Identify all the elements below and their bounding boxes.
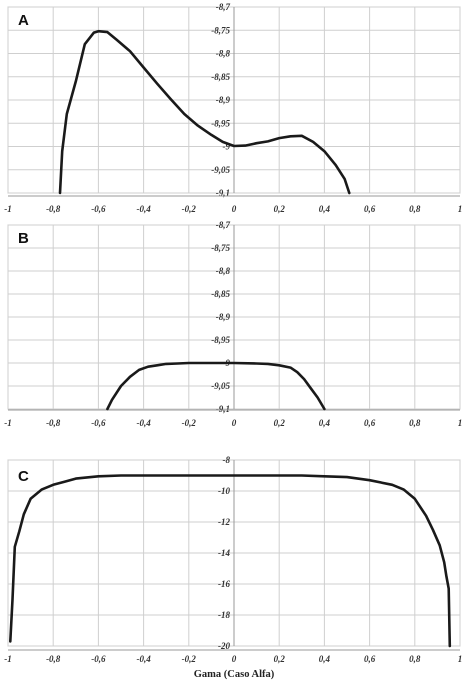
x-tick-label: 0,4 [319,418,331,428]
chart-panel-b: -8,7-8,75-8,8-8,85-8,9-8,95-9-9,05-9,1-1… [4,220,462,428]
x-tick-label: -0,2 [182,204,197,214]
y-tick-label: -8,9 [216,312,231,322]
y-tick-label: -8,8 [216,49,231,59]
y-tick-label: -14 [218,548,230,558]
x-tick-label: 0,8 [409,204,421,214]
x-tick-label: -0,8 [46,204,61,214]
y-tick-label: -10 [218,486,230,496]
chart-panel-c: -8 -10 -12 -14 -16 -18 -20 -1 -0,8 -0,6 -0,4 -0,2 0 0… [4,455,462,680]
x-tick-label: 0 [232,204,237,214]
x-tick-label: 0,6 [364,204,376,214]
x-tick-label: -0,6 [91,418,106,428]
panel-label: A [18,12,29,29]
y-tick-label: -20 [218,641,230,651]
x-tick-label: -1 [4,654,12,664]
x-tick-label: -0,2 [182,418,197,428]
x-tick-label: -0,4 [136,418,151,428]
y-tick-label: -8,7 [216,220,231,230]
y-tick-label: -8,85 [211,72,230,82]
y-tick-label: -9 [223,142,231,152]
panel-label: B [18,230,29,247]
y-tick-label: -8,85 [211,289,230,299]
y-tick-label: -16 [218,579,230,589]
y-tick-label: -8,95 [211,335,230,345]
x-tick-label: 0,2 [274,418,286,428]
x-tick-label: 1 [458,418,463,428]
y-tick-label: -9,1 [216,188,230,198]
x-tick-label: 0 [232,654,237,664]
x-tick-label: -1 [4,418,12,428]
x-tick-label: -0,6 [91,654,106,664]
y-tick-label: -8 [223,455,231,465]
y-tick-label: -9,05 [211,165,230,175]
y-tick-label: -8,95 [211,118,230,128]
x-tick-label: 0,4 [319,204,331,214]
x-tick-label: -0,8 [46,654,61,664]
x-tick-label: -0,4 [136,204,151,214]
x-axis-title: Gama (Caso Alfa) [194,669,275,680]
x-tick-label: 0,2 [274,204,286,214]
y-tick-label: -8,75 [211,25,230,35]
y-tick-label: -8,7 [216,2,231,12]
x-tick-label: 0,6 [364,418,376,428]
x-tick-label: 0,8 [409,418,421,428]
x-tick-label: -0,2 [182,654,197,664]
x-tick-label: -1 [4,204,12,214]
y-tick-label: -9,05 [211,381,230,391]
y-tick-label: -9,1 [216,404,230,414]
y-tick-label: -12 [218,517,230,527]
y-tick-label: -8,9 [216,95,231,105]
x-tick-label: 0,2 [274,654,286,664]
x-tick-label: 1 [458,204,463,214]
chart-panel-a: -8,7 -8,75 -8,8 -8,85 -8,9 -8,95 -9 -9,05 -9,1 -1… [4,2,462,214]
x-tick-label: -0,4 [136,654,151,664]
x-tick-label: -0,8 [46,418,61,428]
x-tick-label: 0,6 [364,654,376,664]
series-line [106,361,326,411]
x-tick-label: 1 [458,654,463,664]
panel-label: C [18,468,29,485]
x-tick-label: 0 [232,418,237,428]
y-tick-label: -8,75 [211,243,230,253]
series-line [9,474,452,648]
series-line [58,29,351,195]
x-tick-label: 0,8 [409,654,421,664]
y-tick-label: -18 [218,610,230,620]
x-tick-label: 0,4 [319,654,331,664]
x-tick-label: -0,6 [91,204,106,214]
y-tick-label: -8,8 [216,266,231,276]
